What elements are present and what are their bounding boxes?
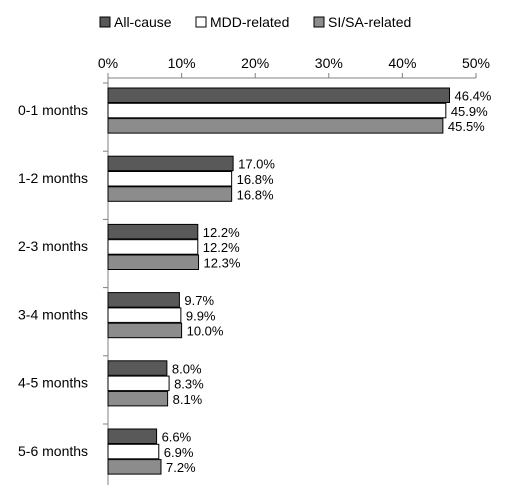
legend: All-cause MDD-related SI/SA-related <box>99 14 411 30</box>
data-label: 12.2% <box>203 225 240 240</box>
data-label: 8.3% <box>174 377 204 392</box>
x-tick-label: 50% <box>462 55 490 71</box>
bar <box>107 307 182 323</box>
data-label: 8.0% <box>172 361 202 376</box>
category-label: 3-4 months <box>18 306 88 322</box>
legend-item-0: All-cause <box>99 14 172 30</box>
bar <box>107 375 170 392</box>
data-label: 12.2% <box>203 240 240 255</box>
x-tick-label: 0% <box>98 55 118 71</box>
legend-swatch <box>99 16 111 28</box>
legend-item-2: SI/SA-related <box>313 14 411 30</box>
bar <box>107 443 160 460</box>
data-label: 9.9% <box>186 308 216 323</box>
bar <box>107 322 183 339</box>
bar <box>107 118 444 134</box>
data-label: 8.1% <box>173 392 203 407</box>
bar <box>107 390 169 407</box>
data-label: 45.9% <box>451 104 488 119</box>
data-labels: 46.4%45.9%45.5%17.0%16.8%16.8%12.2%12.2%… <box>162 89 492 476</box>
x-tick-label: 10% <box>168 55 196 71</box>
bar <box>107 292 180 308</box>
bar <box>107 254 200 270</box>
legend-swatch <box>313 16 325 28</box>
data-label: 16.8% <box>237 172 274 187</box>
x-axis: 0% 10% 20% 30% 40% 50% <box>98 55 490 79</box>
x-tick-label: 20% <box>241 55 269 71</box>
category-label: 5-6 months <box>18 443 88 459</box>
bar <box>107 360 168 376</box>
legend-label: SI/SA-related <box>328 14 411 30</box>
category-label: 4-5 months <box>18 375 88 391</box>
bars <box>107 87 451 475</box>
legend-item-1: MDD-related <box>195 14 289 30</box>
category-label: 0-1 months <box>18 102 88 118</box>
bar <box>107 87 451 103</box>
data-label: 7.2% <box>166 460 196 475</box>
data-label: 12.3% <box>204 256 241 271</box>
bar <box>107 428 158 444</box>
bar <box>107 102 447 119</box>
bar <box>107 239 199 255</box>
data-label: 17.0% <box>238 157 275 172</box>
data-label: 45.5% <box>448 119 485 134</box>
bar <box>107 186 233 202</box>
legend-label: All-cause <box>114 14 172 30</box>
data-label: 16.8% <box>237 187 274 202</box>
y-axis: 0-1 months 1-2 months 2-3 months 3-4 months… <box>18 78 109 485</box>
bar <box>107 459 162 475</box>
data-label: 6.9% <box>164 445 194 460</box>
bar <box>107 223 199 240</box>
bar <box>107 155 234 172</box>
bar <box>107 171 233 187</box>
category-label: 2-3 months <box>18 238 88 254</box>
data-label: 46.4% <box>455 89 492 104</box>
data-label: 6.6% <box>162 430 192 445</box>
x-tick-label: 40% <box>388 55 416 71</box>
legend-swatch <box>195 16 207 28</box>
legend-label: MDD-related <box>210 14 289 30</box>
data-label: 9.7% <box>184 293 214 308</box>
x-tick-label: 30% <box>315 55 343 71</box>
category-label: 1-2 months <box>18 170 88 186</box>
data-label: 10.0% <box>187 324 224 339</box>
